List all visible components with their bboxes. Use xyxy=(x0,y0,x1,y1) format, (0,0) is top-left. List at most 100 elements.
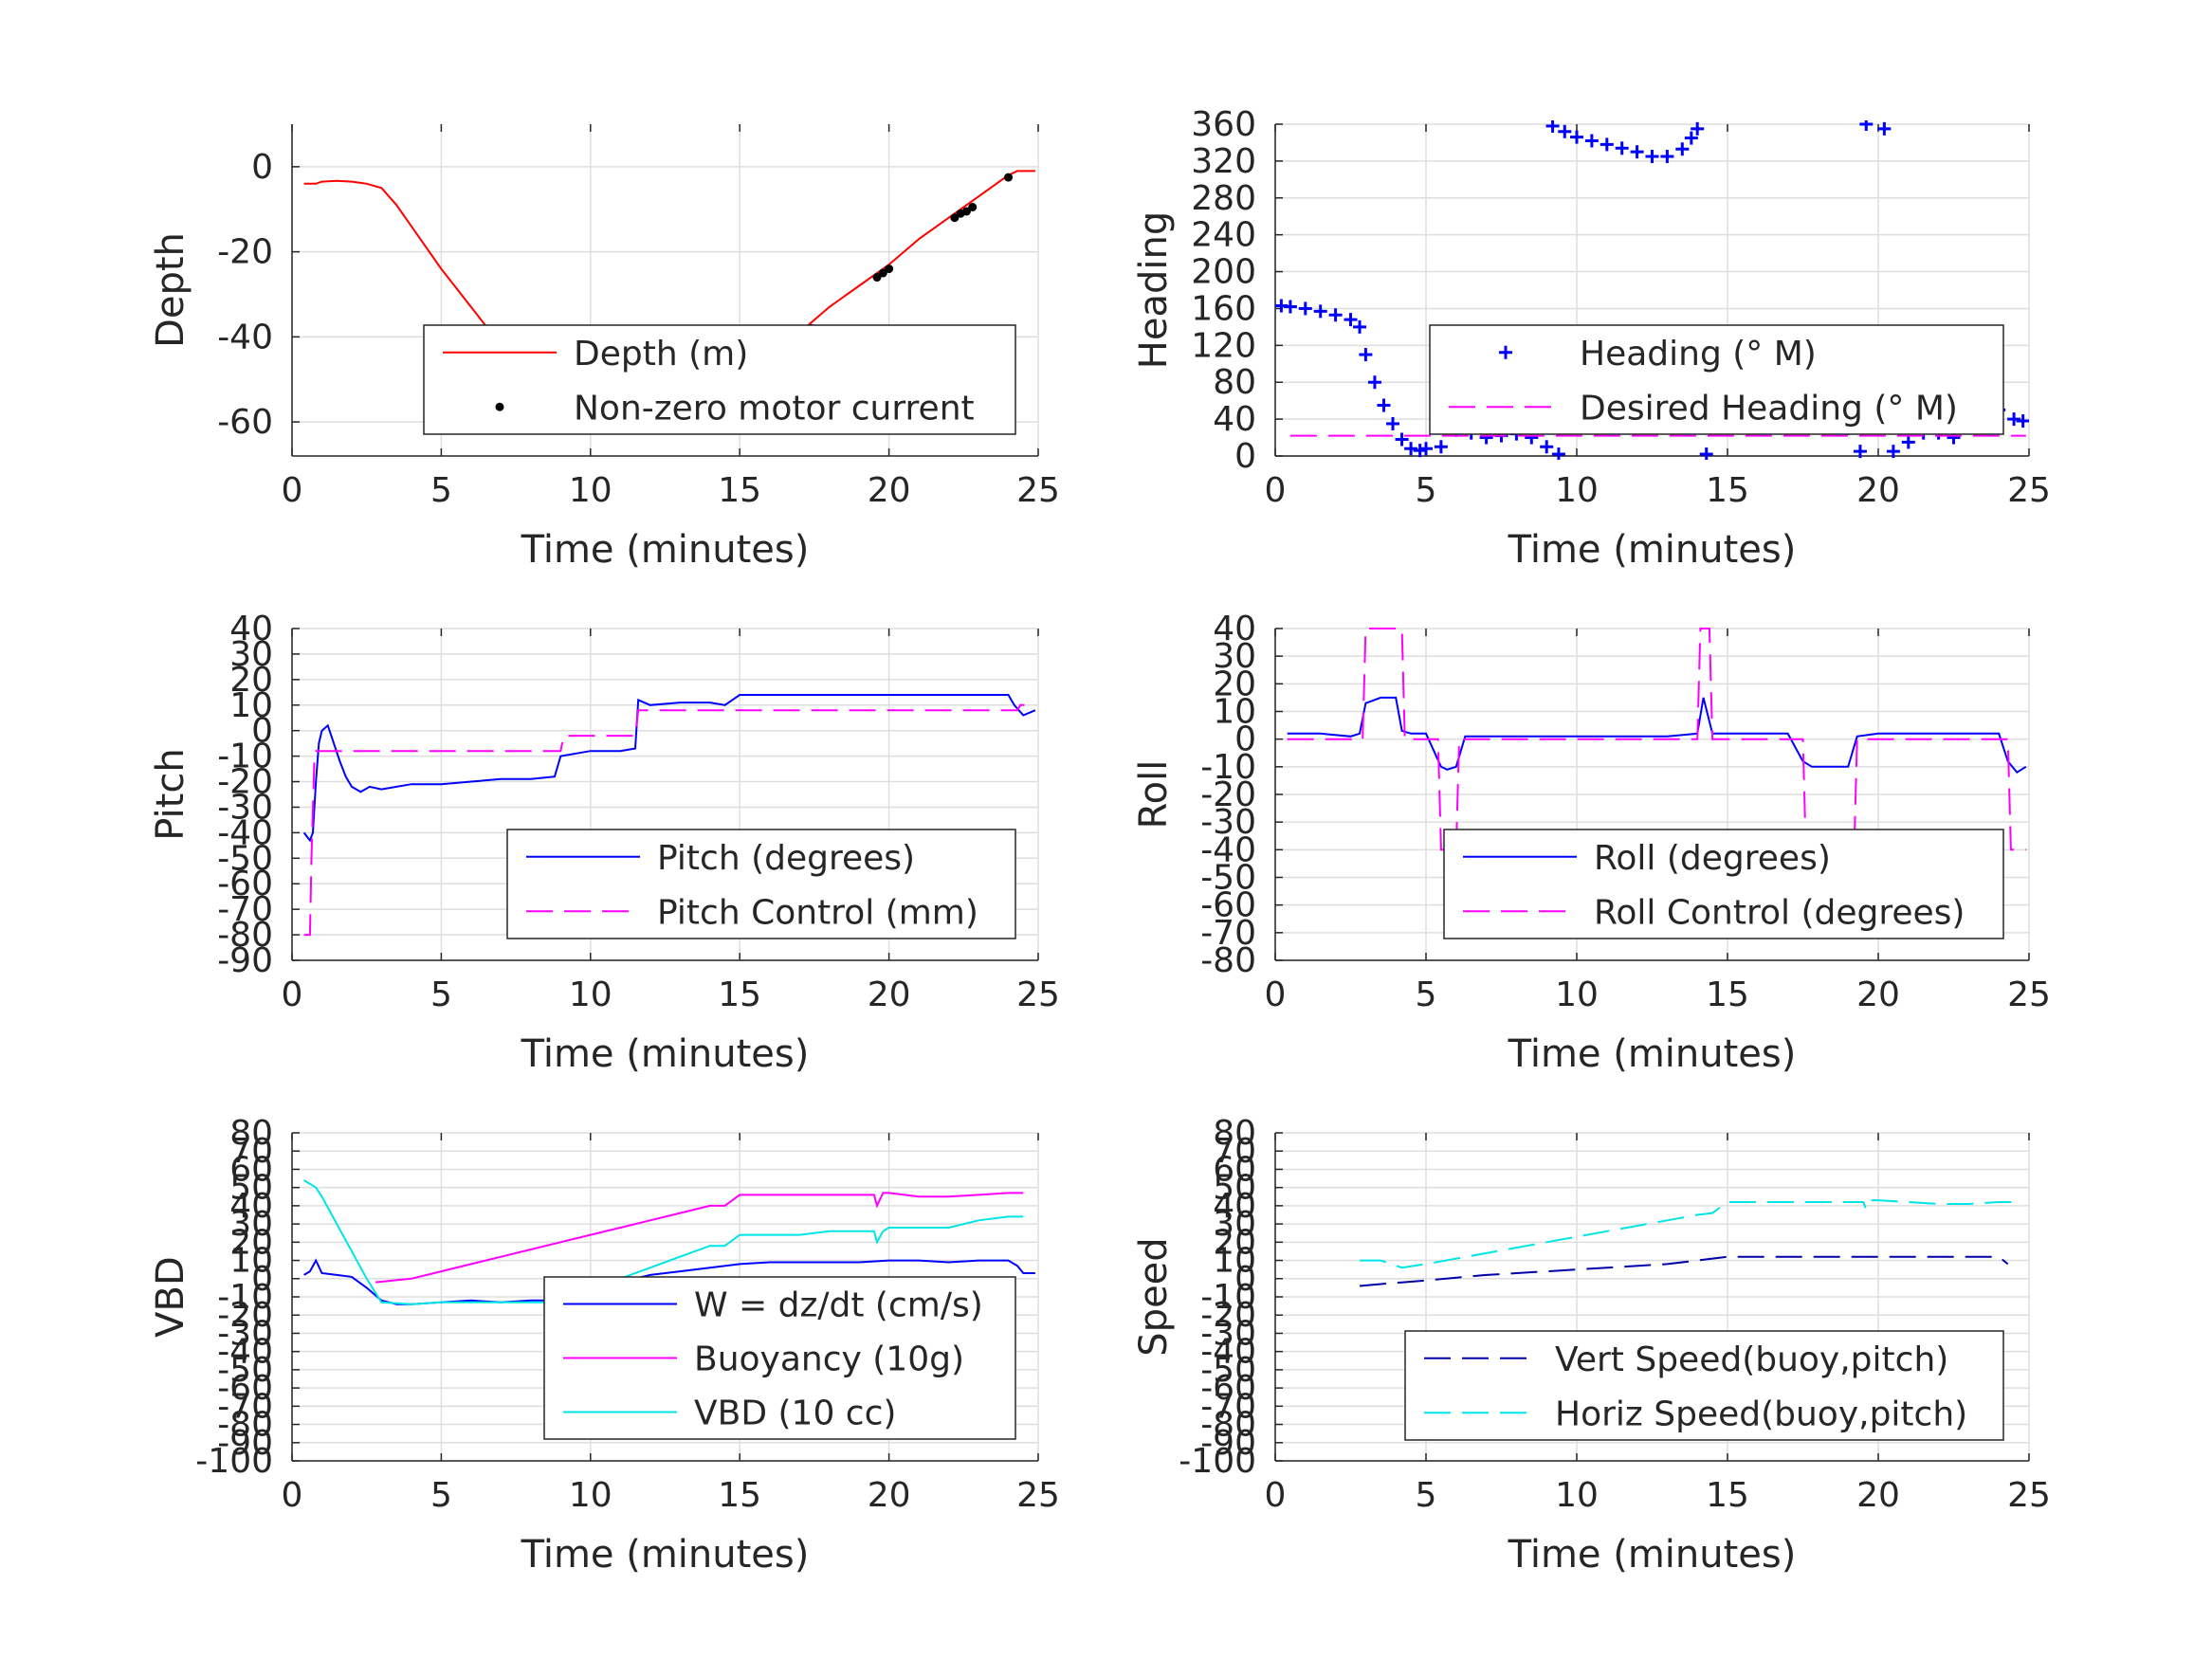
legend: Roll (degrees) Roll Control (degrees) xyxy=(1443,829,2004,939)
y-tick-label: -100 xyxy=(1179,1442,1256,1481)
y-tick-label: 30 xyxy=(229,1205,273,1244)
y-tick-label: -80 xyxy=(217,1406,273,1445)
y-tick-label: -90 xyxy=(217,941,273,980)
y-tick-label: 20 xyxy=(229,1223,273,1262)
chart-panel-5: 0 5 10 15 20 2580706050403020100-10-20-30-40-… xyxy=(149,1114,1060,1577)
x-tick-label: 25 xyxy=(1016,1476,1060,1515)
y-tick-label: -10 xyxy=(217,738,273,776)
y-tick-label: 80 xyxy=(1213,363,1256,402)
y-tick-label: 70 xyxy=(1213,1132,1256,1171)
y-tick-label: -60 xyxy=(217,403,273,442)
y-tick-label: -100 xyxy=(195,1442,273,1481)
data-point xyxy=(1419,442,1433,456)
data-point xyxy=(1877,121,1892,136)
data-point xyxy=(1675,142,1690,156)
x-axis-label: Time (minutes) xyxy=(1508,528,1797,572)
y-axis-label: VBD xyxy=(149,1256,192,1338)
y-tick-label: -50 xyxy=(1200,859,1256,898)
x-tick-label: 5 xyxy=(430,1476,452,1515)
x-tick-label: 10 xyxy=(1555,975,1599,1014)
x-tick-label: 5 xyxy=(1416,1476,1437,1515)
data-point xyxy=(872,273,882,283)
y-tick-label: 20 xyxy=(1213,1223,1256,1262)
data-point xyxy=(1004,173,1014,182)
axes xyxy=(291,628,1039,961)
data-point xyxy=(1298,301,1312,316)
legend-entry: Desired Heading (° M) xyxy=(1580,389,1958,428)
chart-panel-6: 0 5 10 15 20 2580706050403020100-10-20-30-40-… xyxy=(1132,1114,2051,1577)
data-point xyxy=(1691,121,1705,136)
chart-panel-3: 0 5 10 15 20 25403020100-10-20-30-40-50-60-70… xyxy=(149,610,1060,1076)
y-tick-label: -80 xyxy=(217,916,273,955)
data-point xyxy=(1570,130,1583,144)
axes xyxy=(291,1132,1039,1462)
y-tick-label: 60 xyxy=(1213,1150,1256,1189)
legend-entry: VBD (10 cc) xyxy=(694,1395,896,1433)
legend-entry: Pitch (degrees) xyxy=(657,839,915,878)
x-axis-label: Time (minutes) xyxy=(521,528,810,572)
x-tick-label: 25 xyxy=(1016,471,1060,510)
series-2 xyxy=(375,1192,1024,1284)
series-3 xyxy=(303,1179,1024,1305)
x-tick-label: 5 xyxy=(430,471,452,510)
y-tick-label: -70 xyxy=(1200,914,1256,953)
data-point xyxy=(1901,435,1915,449)
legend: W = dz/dt (cm/s) Buoyancy (10g) VBD (10 cc… xyxy=(543,1276,1016,1440)
data-point xyxy=(1600,137,1614,152)
x-tick-label: 0 xyxy=(1265,471,1287,510)
x-tick-label: 0 xyxy=(1265,1476,1287,1515)
x-tick-label: 10 xyxy=(569,1476,612,1515)
data-point xyxy=(1367,375,1381,390)
y-tick-label: 0 xyxy=(1234,1260,1256,1299)
legend-entry: Heading (° M) xyxy=(1580,335,1817,374)
series-line xyxy=(1287,696,2027,775)
legend-entry: Buoyancy (10g) xyxy=(694,1340,964,1379)
y-tick-label: -40 xyxy=(217,318,273,356)
legend-entry: Roll Control (degrees) xyxy=(1594,893,1965,932)
x-tick-label: 10 xyxy=(1555,471,1599,510)
y-tick-label: 0 xyxy=(251,148,273,187)
data-point xyxy=(1328,308,1343,322)
data-point xyxy=(1540,440,1554,454)
series-2 xyxy=(1360,1199,2015,1269)
data-point xyxy=(1859,120,1874,131)
data-point xyxy=(1630,145,1644,159)
y-axis-label: Roll xyxy=(1132,760,1176,830)
y-tick-label: -70 xyxy=(217,890,273,929)
y-tick-label: -10 xyxy=(217,1278,273,1317)
series-line xyxy=(1287,628,2026,851)
y-tick-label: -60 xyxy=(217,1369,273,1408)
y-tick-label: 40 xyxy=(229,1187,273,1226)
x-tick-label: 15 xyxy=(1706,975,1749,1014)
data-point xyxy=(1434,440,1448,454)
chart-panel-4: 0 5 10 15 20 25403020100-10-20-30-40-50-60-70… xyxy=(1132,610,2051,1076)
x-tick-label: 20 xyxy=(868,1476,911,1515)
x-tick-label: 15 xyxy=(718,1476,761,1515)
y-tick-label: -70 xyxy=(217,1387,273,1426)
legend-entry: W = dz/dt (cm/s) xyxy=(694,1286,983,1325)
y-tick-label: -50 xyxy=(217,1351,273,1390)
y-tick-label: 20 xyxy=(1213,665,1256,703)
data-point xyxy=(961,207,971,216)
data-point xyxy=(878,268,887,278)
legend-box xyxy=(1429,324,2004,435)
data-point xyxy=(968,203,978,211)
legend: Vert Speed(buoy,pitch) Horiz Speed(buoy,p… xyxy=(1404,1330,2004,1441)
y-axis-label: Speed xyxy=(1132,1237,1176,1356)
y-tick-label: -30 xyxy=(217,1314,273,1353)
y-tick-label: 160 xyxy=(1191,289,1256,328)
x-tick-label: 25 xyxy=(2007,471,2051,510)
y-tick-label: -60 xyxy=(1200,1369,1256,1408)
x-tick-label: 0 xyxy=(282,471,303,510)
x-tick-label: 5 xyxy=(430,975,452,1014)
data-point xyxy=(1615,141,1629,155)
x-tick-label: 20 xyxy=(1856,975,1900,1014)
y-tick-label: -20 xyxy=(217,763,273,802)
data-point xyxy=(1395,432,1409,447)
data-point xyxy=(1313,304,1327,319)
y-tick-label: -20 xyxy=(1200,1296,1256,1335)
x-tick-label: 5 xyxy=(1416,471,1437,510)
series-line xyxy=(1359,1255,2009,1287)
series-2 xyxy=(303,703,1035,937)
